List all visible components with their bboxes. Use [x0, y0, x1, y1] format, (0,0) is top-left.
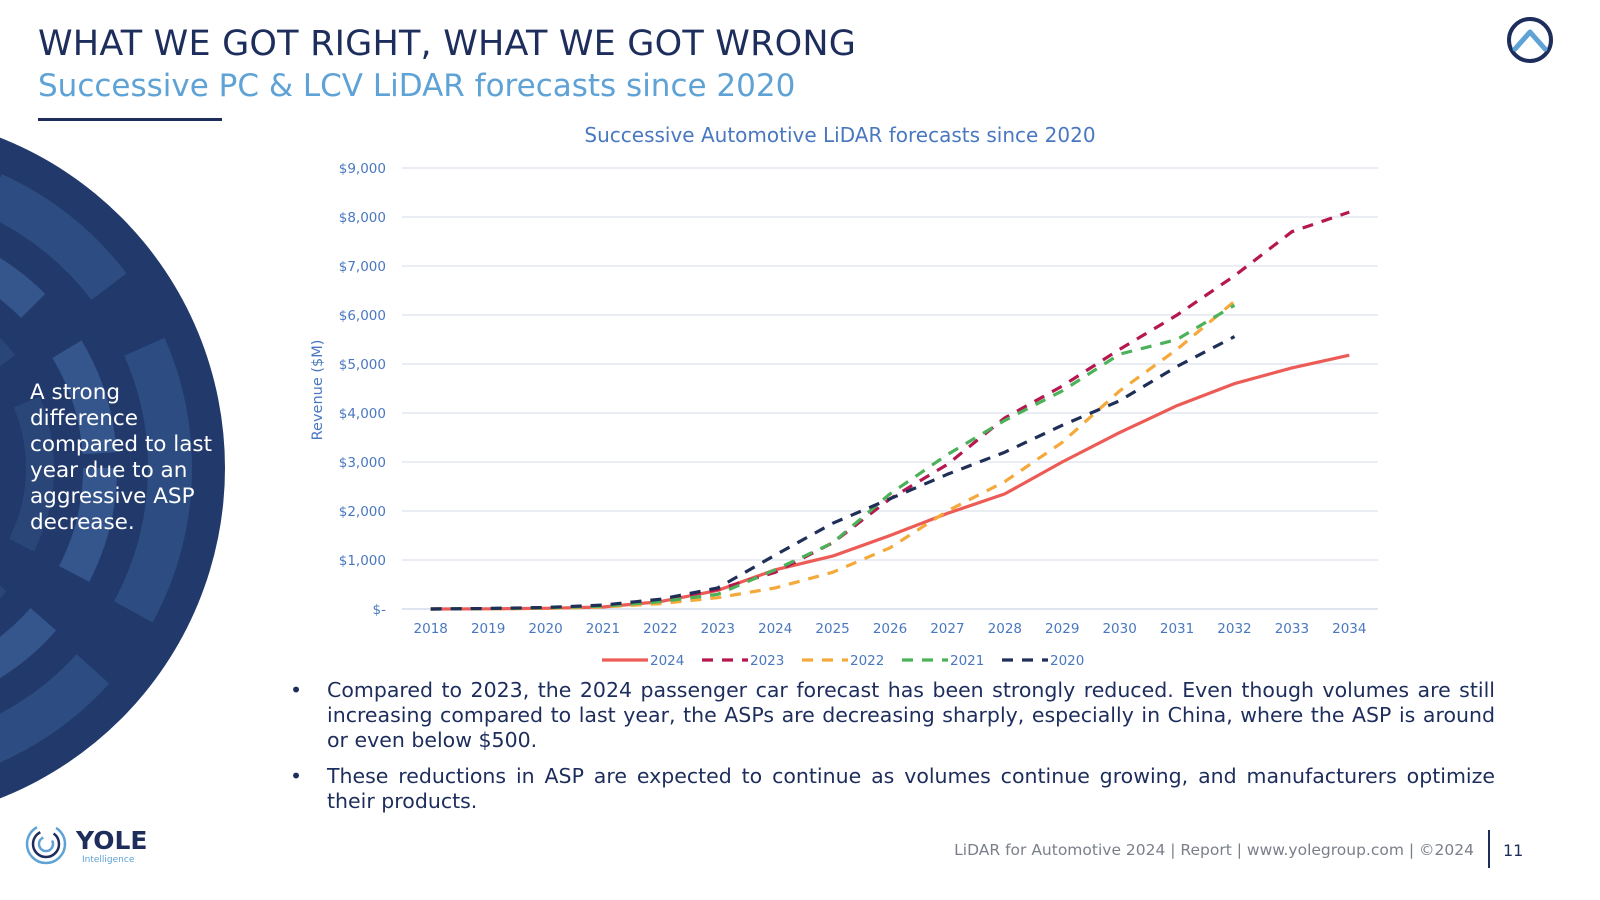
x-tick-label: 2034: [1332, 621, 1366, 637]
page-subtitle: Successive PC & LCV LiDAR forecasts sinc…: [38, 68, 796, 104]
footer-text: LiDAR for Automotive 2024 | Report | www…: [954, 841, 1474, 859]
x-tick-label: 2020: [528, 621, 562, 637]
chart-svg: Successive Automotive LiDAR forecasts si…: [310, 123, 1378, 669]
chart-gridlines: [402, 167, 1378, 610]
x-tick-label: 2022: [643, 621, 677, 637]
y-tick-label: $4,000: [339, 406, 386, 422]
title-underline: [38, 118, 222, 121]
x-tick-label: 2032: [1217, 621, 1251, 637]
x-tick-label: 2029: [1045, 621, 1079, 637]
series-line-2024: [430, 353, 1350, 611]
x-tick-label: 2030: [1102, 621, 1136, 637]
x-tick-label: 2023: [701, 621, 735, 637]
chart-legend: 2024 2023 2022 2021 2020: [602, 653, 1084, 669]
chevron-up-logo-icon: [1507, 17, 1553, 63]
bullet-item: These reductions in ASP are expected to …: [290, 764, 1495, 814]
yole-logo-tagline: Intelligence: [82, 855, 135, 865]
x-tick-label: 2018: [414, 621, 448, 637]
x-tick-label: 2027: [930, 621, 964, 637]
y-tick-label: $5,000: [339, 357, 386, 373]
yole-spiral-icon: [25, 823, 67, 865]
x-tick-label: 2019: [471, 621, 505, 637]
bullet-item: Compared to 2023, the 2024 passenger car…: [290, 678, 1495, 753]
series-line-2020: [430, 335, 1236, 611]
chart-title: Successive Automotive LiDAR forecasts si…: [584, 123, 1095, 147]
x-tick-label: 2026: [873, 621, 907, 637]
legend-label-2020: 2020: [1050, 653, 1084, 669]
legend-label-2022: 2022: [850, 653, 884, 669]
page-title: WHAT WE GOT RIGHT, WHAT WE GOT WRONG: [38, 24, 857, 64]
sidebar-callout-text: A strong difference compared to last yea…: [30, 380, 213, 535]
y-tick-label: $1,000: [339, 553, 386, 569]
legend-label-2023: 2023: [750, 653, 784, 669]
decorative-side-disc: [0, 137, 225, 799]
x-tick-label: 2031: [1160, 621, 1194, 637]
chart-series: [430, 210, 1350, 611]
legend-label-2021: 2021: [950, 653, 984, 669]
footer-divider: [1488, 830, 1490, 868]
y-tick-label: $3,000: [339, 455, 386, 471]
yole-logo: YOLE Intelligence: [25, 823, 147, 865]
y-tick-label: $7,000: [339, 259, 386, 275]
x-axis-ticks: 2018 2019 2020 2021 2022 2023 2024 2025 2026 2027…: [414, 621, 1367, 637]
x-tick-label: 2025: [815, 621, 849, 637]
y-tick-label: $8,000: [339, 210, 386, 226]
series-line-2022: [430, 300, 1236, 611]
x-tick-label: 2021: [586, 621, 620, 637]
y-axis-ticks: $- $1,000 $2,000 $3,000 $4,000 $5,000 $6,000 $7…: [339, 161, 386, 618]
bullet-list: Compared to 2023, the 2024 passenger car…: [290, 678, 1495, 825]
y-axis-label: Revenue ($M): [310, 340, 326, 441]
yole-logo-name: YOLE: [75, 826, 147, 855]
legend-label-2024: 2024: [650, 653, 684, 669]
page-number: 11: [1503, 841, 1524, 860]
x-tick-label: 2033: [1275, 621, 1309, 637]
y-tick-label: $6,000: [339, 308, 386, 324]
y-tick-label: $-: [373, 602, 387, 618]
forecast-chart: Successive Automotive LiDAR forecasts si…: [300, 118, 1410, 680]
series-line-2021: [430, 303, 1236, 611]
x-tick-label: 2024: [758, 621, 792, 637]
y-tick-label: $2,000: [339, 504, 386, 520]
x-tick-label: 2028: [988, 621, 1022, 637]
y-tick-label: $9,000: [339, 161, 386, 177]
